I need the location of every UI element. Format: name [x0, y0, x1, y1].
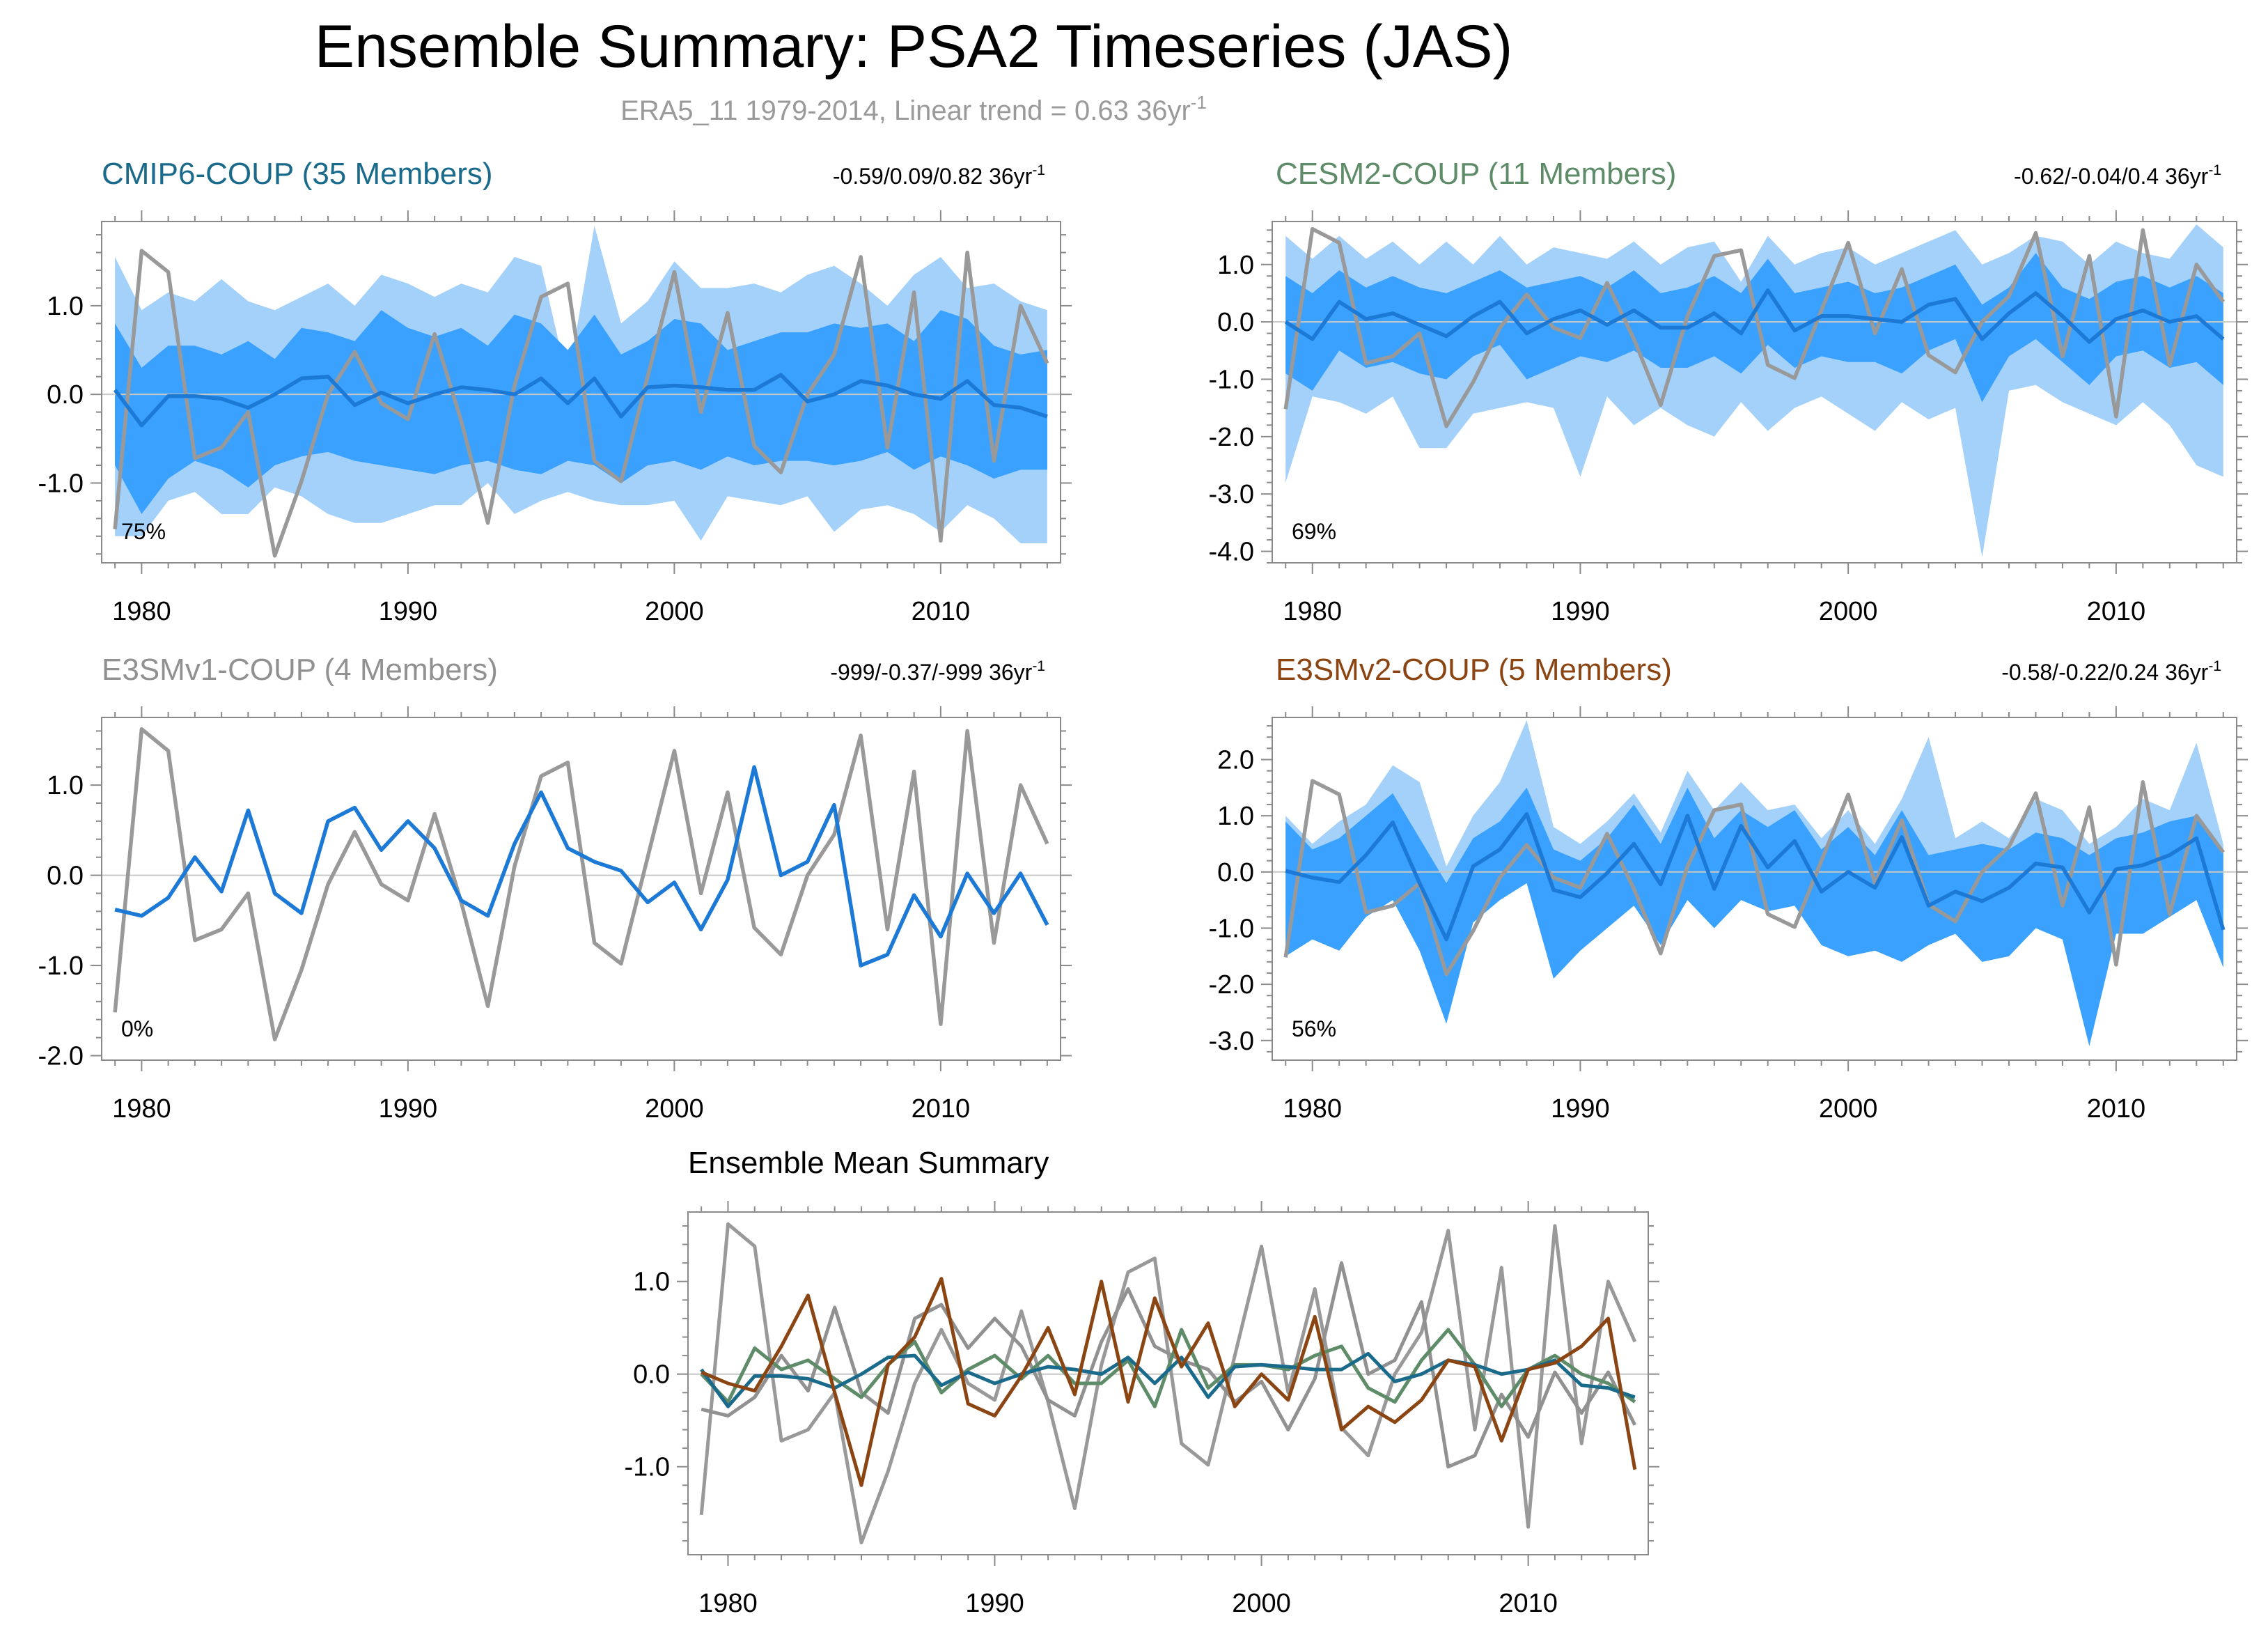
percent-label: 0% [121, 1016, 153, 1041]
x-tick-label: 2010 [1499, 1589, 1558, 1618]
x-tick-label: 2000 [1819, 1094, 1878, 1124]
x-tick-label: 1980 [698, 1589, 758, 1618]
y-tick-label: 2.0 [1217, 745, 1254, 775]
panel-e3smv1: 1980 1990 2000 2010 -2.0 -1.0 0.0 1.0 E3SMv1-COU… [38, 653, 1072, 1124]
y-tick-label: -1.0 [1209, 914, 1254, 943]
panel-title: Ensemble Mean Summary [688, 1146, 1049, 1180]
series-line-e3smv2-coup [701, 1277, 1637, 1487]
x-tick-label: 2010 [2087, 597, 2146, 626]
x-tick-label: 2010 [2087, 1094, 2146, 1124]
x-tick-label: 1990 [379, 1094, 438, 1124]
y-tick-label: 0.0 [47, 862, 84, 891]
x-tick-label: 2000 [1819, 597, 1878, 626]
trend-label-sup: -1 [1032, 658, 1045, 674]
figure-subtitle-text: ERA5_11 1979-2014, Linear trend = 0.63 3… [620, 95, 1191, 126]
y-tick-label: 1.0 [47, 292, 84, 321]
y-tick-label: -3.0 [1209, 480, 1254, 509]
x-tick-label: 2000 [1232, 1589, 1291, 1618]
plot-frame [687, 1211, 1649, 1555]
x-tick-label: 2000 [645, 1094, 704, 1124]
series-line-era5-observed [1283, 779, 2226, 977]
series-line-ensemble-mean [114, 765, 1049, 968]
x-tick-label: 2010 [912, 1094, 971, 1124]
series-line-cmip6-coup [700, 1351, 1636, 1408]
y-tick-label: 1.0 [1217, 251, 1254, 280]
x-tick-label: 1990 [1551, 1094, 1610, 1124]
y-tick-label: -2.0 [1209, 970, 1254, 1000]
x-tick-label: 1980 [1283, 597, 1342, 626]
y-tick-label: 0.0 [1217, 308, 1254, 337]
panel-title: CESM2-COUP (11 Members) [1276, 157, 1676, 191]
y-tick-label: -2.0 [38, 1042, 84, 1071]
y-tick-label: -1.0 [38, 951, 84, 981]
x-tick-label: 1980 [112, 1094, 171, 1124]
x-tick-label: 2010 [912, 597, 971, 626]
series-line-ensemble-mean [1285, 811, 2226, 942]
trend-label-text: -0.62/-0.04/0.4 36yr [2014, 164, 2209, 189]
y-tick-label: -3.0 [1209, 1027, 1254, 1056]
x-tick-label: 1990 [965, 1589, 1024, 1618]
plot-frame [101, 221, 1061, 564]
figure-subtitle: ERA5_11 1979-2014, Linear trend = 0.63 3… [620, 92, 1207, 126]
series-line-e3smv1-coup [701, 1261, 1637, 1469]
trend-label: -0.59/0.09/0.82 36yr-1 [833, 162, 1045, 189]
figure-title: Ensemble Summary: PSA2 Timeseries (JAS) [315, 13, 1513, 80]
percent-label: 75% [121, 519, 166, 544]
plot-frame [1272, 221, 2237, 564]
y-tick-label: -1.0 [38, 469, 84, 498]
plot-area [1272, 720, 2237, 1046]
plot-area [102, 727, 1061, 1041]
series-line-era5-observed [113, 727, 1049, 1041]
series-line-ensemble-mean [113, 373, 1048, 428]
panel-cesm2: 1980 1990 2000 2010 -4.0 -3.0 -2.0 -1.0 0.0 1.0 CE… [1209, 157, 2248, 626]
plot-area [102, 226, 1061, 558]
spread-band-inner [1285, 253, 2223, 403]
x-tick-label: 1980 [1283, 1094, 1342, 1124]
y-tick-label: -4.0 [1209, 538, 1254, 567]
y-tick-label: 0.0 [47, 380, 84, 410]
x-tick-label: 1990 [1551, 597, 1610, 626]
trend-label-sup: -1 [2208, 162, 2221, 178]
trend-label-sup: -1 [1032, 162, 1045, 178]
y-tick-label: -1.0 [1209, 365, 1254, 394]
plot-frame [1272, 717, 2237, 1061]
trend-label: -999/-0.37/-999 36yr-1 [830, 658, 1045, 685]
plot-area [688, 1222, 1648, 1545]
panel-title: E3SMv1-COUP (4 Members) [102, 653, 498, 687]
panel-title: E3SMv2-COUP (5 Members) [1276, 653, 1672, 687]
trend-label-text: -0.58/-0.22/0.24 36yr [2001, 660, 2208, 685]
panel-e3smv2: 1980 1990 2000 2010 -3.0 -2.0 -1.0 0.0 1.0 2.0 E3S… [1209, 653, 2248, 1124]
y-tick-label: 1.0 [1217, 802, 1254, 831]
series-line-era5-observed [113, 249, 1049, 558]
series-line-era5-observed [699, 1222, 1637, 1545]
series-line-ensemble-mean [1284, 288, 2225, 344]
x-tick-label: 1980 [112, 597, 171, 626]
figure-subtitle-sup: -1 [1191, 92, 1207, 113]
y-tick-label: -1.0 [625, 1453, 670, 1482]
trend-label-text: -999/-0.37/-999 36yr [830, 660, 1032, 685]
panels: 1980 1990 2000 2010 -1.0 0.0 1.0 CMIP6-COUP (35… [38, 157, 2248, 1618]
trend-label: -0.62/-0.04/0.4 36yr-1 [2014, 162, 2221, 189]
panel-cmip6: 1980 1990 2000 2010 -1.0 0.0 1.0 CMIP6-COUP (35… [38, 157, 1072, 626]
y-tick-label: 1.0 [633, 1268, 670, 1297]
trend-label-sup: -1 [2208, 658, 2221, 674]
series-line-era5-observed [1283, 226, 2226, 428]
panel-title: CMIP6-COUP (35 Members) [102, 157, 493, 191]
trend-label: -0.58/-0.22/0.24 36yr-1 [2001, 658, 2221, 685]
trend-label-text: -0.59/0.09/0.82 36yr [833, 164, 1033, 189]
x-tick-label: 1990 [379, 597, 438, 626]
y-tick-label: 1.0 [47, 771, 84, 800]
plot-area [1272, 224, 2237, 557]
x-tick-label: 2000 [645, 597, 704, 626]
percent-label: 56% [1292, 1016, 1336, 1041]
plot-frame [101, 717, 1061, 1061]
percent-label: 69% [1292, 519, 1336, 544]
y-tick-label: 0.0 [1217, 858, 1254, 887]
y-tick-label: -2.0 [1209, 423, 1254, 452]
y-tick-label: 0.0 [633, 1360, 670, 1390]
panel-summary: 1980 1990 2000 2010 -1.0 0.0 1.0 Ensemble Mean … [625, 1146, 1659, 1618]
